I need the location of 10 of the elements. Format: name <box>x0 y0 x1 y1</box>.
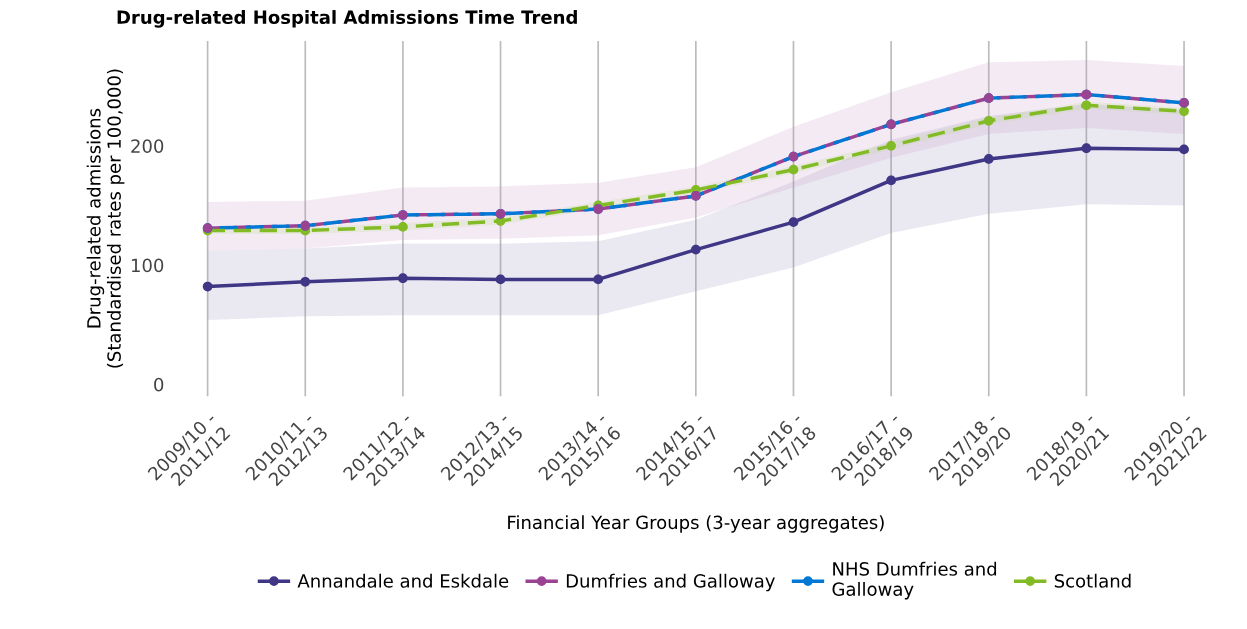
y-tick-label: 100 <box>131 258 164 273</box>
legend-label: Annandale and Eskdale <box>297 573 509 588</box>
legend-label: Scotland <box>1054 573 1131 588</box>
x-axis-title: Financial Year Groups (3-year aggregates) <box>508 515 884 533</box>
y-axis-title: Drug-related admissions (Standardised rates per 100,000) <box>86 69 125 368</box>
chart-title: Drug-related Hospital Admissions Time Trend <box>117 10 577 28</box>
legend-label: NHS Dumfries and Galloway <box>832 561 997 600</box>
legend-label: Dumfries and Galloway <box>566 573 775 592</box>
y-tick-label: 0 <box>154 377 164 392</box>
y-tick-label: 200 <box>131 139 164 153</box>
